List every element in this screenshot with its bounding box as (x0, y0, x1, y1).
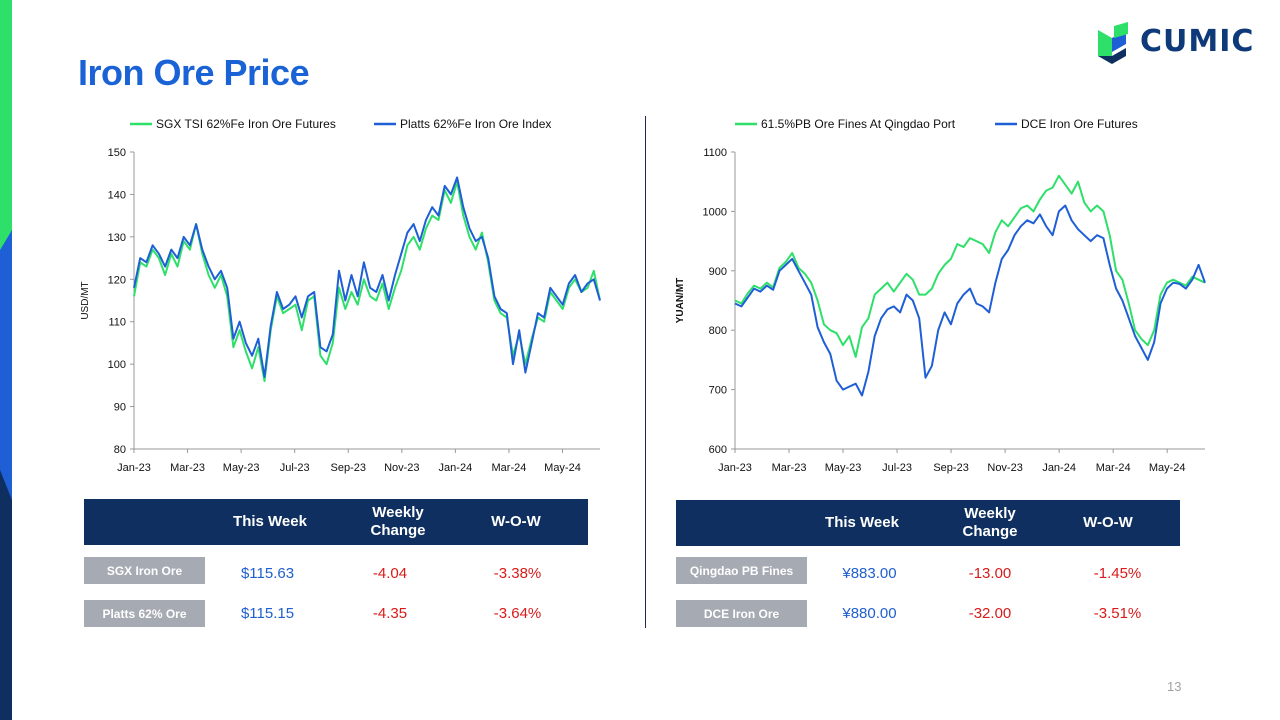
x-tick-label: Mar-24 (1096, 462, 1131, 474)
y-tick-label: 130 (108, 232, 126, 244)
wow-value: -3.38% (493, 565, 542, 582)
y-tick-label: 120 (108, 274, 126, 286)
x-tick-label: May-24 (544, 462, 581, 474)
weekly-change-value: -13.00 (968, 565, 1012, 582)
header-this-week: This Week (233, 513, 307, 530)
wow-value: -3.51% (1093, 605, 1142, 622)
weekly-change-value: -4.35 (372, 605, 408, 622)
x-tick-label: May-23 (825, 462, 862, 474)
x-tick-label: Jul-23 (882, 462, 912, 474)
y-tick-label: 140 (108, 189, 126, 201)
y-tick-label: 800 (709, 325, 727, 337)
y-axis-label: YUAN/MT (675, 278, 686, 324)
y-tick-label: 150 (108, 147, 126, 159)
y-tick-label: 1000 (703, 206, 727, 218)
series-line (734, 174, 1206, 358)
wow-value: -1.45% (1093, 565, 1142, 582)
x-tick-label: Mar-23 (772, 462, 807, 474)
y-tick-label: 700 (709, 385, 727, 397)
y-tick-label: 600 (709, 444, 727, 456)
header-wow: W-O-W (1083, 514, 1133, 531)
wow-value: -3.64% (493, 605, 542, 622)
header-weekly-change: Weekly Change (962, 505, 1018, 540)
accent-bar (0, 0, 12, 720)
logo-text: CUMIC (1140, 24, 1255, 59)
divider (645, 116, 646, 628)
x-tick-label: Jan-24 (439, 462, 473, 474)
y-tick-label: 100 (108, 359, 126, 371)
this-week-value: ¥880.00 (842, 605, 897, 622)
header-wow: W-O-W (491, 513, 541, 530)
row-label: Qingdao PB Fines (676, 557, 807, 584)
weekly-change-value: -4.04 (372, 565, 408, 582)
y-tick-label: 900 (709, 266, 727, 278)
x-tick-label: Mar-24 (492, 462, 527, 474)
page-number: 13 (1167, 679, 1182, 694)
x-tick-label: May-23 (223, 462, 260, 474)
series-line (133, 176, 601, 378)
legend-label: SGX TSI 62%Fe Iron Ore Futures (156, 117, 336, 131)
usd-price-chart: 80 90 100 110 120 130 140 150 Jan-23 Mar-23 May-23… (70, 108, 615, 488)
legend-label: Platts 62%Fe Iron Ore Index (400, 117, 551, 131)
y-tick-label: 90 (114, 402, 126, 414)
row-label: DCE Iron Ore (676, 600, 807, 627)
row-label: Platts 62% Ore (84, 600, 205, 627)
table-header: This Week Weekly Change W-O-W (676, 500, 1180, 546)
x-tick-label: Jan-23 (117, 462, 151, 474)
x-tick-label: Nov-23 (987, 462, 1022, 474)
weekly-change-value: -32.00 (968, 605, 1012, 622)
legend-label: DCE Iron Ore Futures (1021, 117, 1138, 131)
x-tick-label: May-24 (1149, 462, 1186, 474)
page-title: Iron Ore Price (78, 52, 310, 93)
x-tick-label: Jan-24 (1042, 462, 1076, 474)
yuan-price-chart: 600 700 800 900 1000 1100 Jan-23 Mar-23 May-23 Ju… (665, 108, 1220, 488)
row-label: SGX Iron Ore (84, 557, 205, 584)
this-week-value: $115.63 (240, 565, 295, 582)
header-weekly-change: Weekly Change (370, 504, 426, 539)
x-tick-label: Jan-23 (718, 462, 752, 474)
x-tick-label: Jul-23 (280, 462, 310, 474)
x-tick-label: Sep-23 (933, 462, 968, 474)
y-axis-label: USD/MT (80, 281, 91, 319)
y-tick-label: 110 (108, 317, 126, 329)
y-tick-label: 1100 (703, 147, 727, 159)
company-logo: CUMIC (1096, 20, 1256, 70)
logo-mark-icon (1098, 22, 1128, 64)
x-tick-label: Nov-23 (384, 462, 419, 474)
header-this-week: This Week (825, 514, 899, 531)
series-line (734, 204, 1206, 397)
yuan-price-chart-svg: 600 700 800 900 1000 1100 Jan-23 Mar-23 May-23 Ju… (675, 117, 1206, 474)
usd-price-chart-svg: 80 90 100 110 120 130 140 150 Jan-23 Mar-23 May-23… (80, 117, 601, 474)
legend-label: 61.5%PB Ore Fines At Qingdao Port (761, 117, 956, 131)
x-tick-label: Sep-23 (331, 462, 366, 474)
y-tick-label: 80 (114, 444, 126, 456)
x-tick-label: Mar-23 (170, 462, 205, 474)
this-week-value: $115.15 (240, 605, 295, 622)
this-week-value: ¥883.00 (842, 565, 897, 582)
table-header: This Week Weekly Change W-O-W (84, 499, 588, 545)
